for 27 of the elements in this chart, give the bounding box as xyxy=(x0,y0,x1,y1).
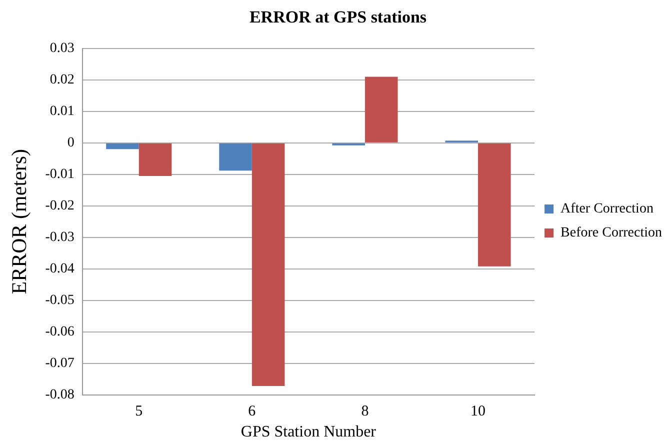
y-tick-label: -0.01 xyxy=(45,167,74,182)
y-tick-label: -0.07 xyxy=(45,356,74,371)
bar xyxy=(138,143,172,176)
y-tick-label: 0.02 xyxy=(50,72,74,88)
legend-label: After Correction xyxy=(560,202,654,217)
bar xyxy=(478,143,511,266)
y-tick-label: 0 xyxy=(67,136,74,151)
y-tick-label: -0.03 xyxy=(45,230,74,246)
x-axis-title: GPS Station Number xyxy=(240,424,377,441)
y-tick-label: -0.05 xyxy=(45,293,74,308)
y-tick-label: -0.04 xyxy=(45,262,74,277)
x-tick-label: 5 xyxy=(135,404,143,420)
y-tick-label: 0.03 xyxy=(50,41,74,56)
y-tick-label: -0.08 xyxy=(45,387,74,402)
y-tick-label: 0.01 xyxy=(50,104,74,120)
bar xyxy=(364,76,398,142)
bar xyxy=(106,143,139,150)
legend-label: Before Correction xyxy=(560,226,662,241)
y-tick-label: -0.02 xyxy=(45,198,74,214)
x-tick-label: 10 xyxy=(470,404,486,420)
bar xyxy=(219,143,252,171)
chart-title: ERROR at GPS stations xyxy=(249,8,427,27)
y-axis-title: ERROR (meters) xyxy=(7,148,32,294)
bar xyxy=(252,143,285,386)
x-tick-label: 8 xyxy=(361,404,369,420)
y-tick-label: -0.06 xyxy=(45,324,74,340)
x-tick-label: 6 xyxy=(248,404,256,420)
